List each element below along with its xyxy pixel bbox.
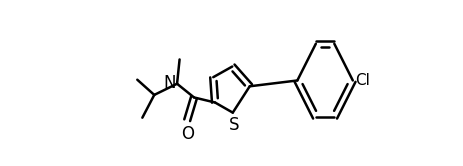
Text: S: S <box>229 116 239 134</box>
Text: Cl: Cl <box>355 73 370 88</box>
Text: O: O <box>181 125 194 143</box>
Text: N: N <box>163 74 176 92</box>
